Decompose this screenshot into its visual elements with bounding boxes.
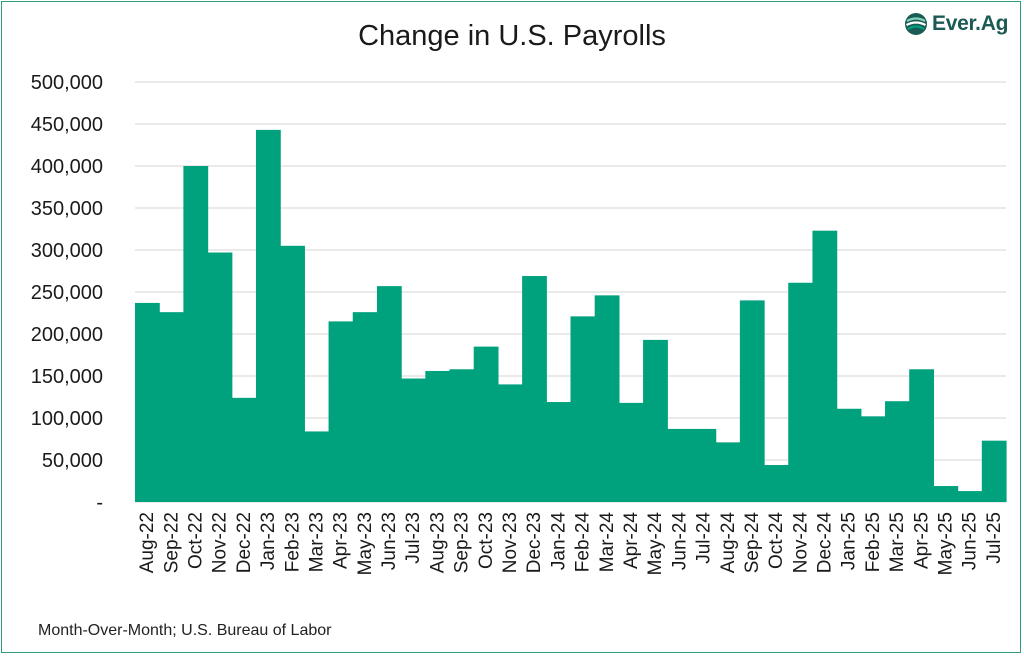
bar-nov-23 <box>497 384 523 502</box>
bar-dec-22 <box>231 397 257 502</box>
bar-jan-23 <box>255 129 281 502</box>
bar-jun-25 <box>957 491 983 502</box>
x-tick-label: Nov-23 <box>500 512 521 573</box>
bar-oct-22 <box>183 166 209 502</box>
x-tick-label: Sep-22 <box>161 512 182 573</box>
y-tick-label: 500,000 <box>31 72 103 94</box>
x-tick-label: Jul-24 <box>694 512 715 564</box>
x-tick-label: Aug-22 <box>137 512 158 573</box>
x-tick-label: Nov-22 <box>210 512 231 573</box>
bar-mar-24 <box>594 295 620 502</box>
y-tick-label: 300,000 <box>31 240 103 262</box>
x-tick-label: Mar-25 <box>887 512 908 572</box>
bar-dec-24 <box>812 230 838 502</box>
x-tick-label: Jan-23 <box>258 512 279 570</box>
y-tick-label: 200,000 <box>31 324 103 346</box>
y-tick-label: 250,000 <box>31 282 103 304</box>
bar-jul-23 <box>401 378 426 502</box>
footnote: Month-Over-Month; U.S. Bureau of Labor <box>38 622 332 639</box>
x-tick-label: Oct-23 <box>476 512 497 569</box>
x-tick-label: Dec-24 <box>815 512 836 574</box>
y-tick-label: 450,000 <box>31 114 103 136</box>
x-tick-label: Apr-24 <box>621 512 642 569</box>
x-tick-label: Jan-24 <box>548 512 569 571</box>
bar-jul-25 <box>981 440 1007 502</box>
x-tick-label: Jun-25 <box>960 512 981 570</box>
bar-jan-25 <box>836 408 862 502</box>
x-tick-label: Oct-24 <box>766 512 787 569</box>
x-tick-label: Jun-24 <box>669 512 690 571</box>
x-tick-label: Oct-22 <box>185 512 206 569</box>
bar-feb-24 <box>570 316 596 502</box>
x-tick-label: Jul-23 <box>403 512 424 564</box>
x-tick-label: Mar-23 <box>306 512 327 572</box>
bar-aug-23 <box>425 370 451 502</box>
bar-jan-24 <box>546 402 572 502</box>
y-tick-label: 100,000 <box>31 408 103 430</box>
x-axis: Aug-22 Sep-22 Oct-22 Nov-22 Dec-22 Jan-23 Feb-… <box>137 512 1005 576</box>
bars <box>135 129 1007 503</box>
x-tick-label: Mar-24 <box>597 512 618 573</box>
y-tick-label: 150,000 <box>31 366 103 388</box>
bar-jun-23 <box>376 286 402 502</box>
y-tick-label: 50,000 <box>42 450 103 472</box>
x-tick-label: Apr-25 <box>911 512 932 569</box>
x-tick-label: May-23 <box>355 512 376 575</box>
bar-aug-22 <box>135 302 160 502</box>
bar-feb-25 <box>860 416 886 502</box>
bar-sep-22 <box>159 312 184 502</box>
bar-may-25 <box>933 486 959 502</box>
bar-apr-24 <box>618 402 644 502</box>
globe-logo-icon <box>905 13 927 35</box>
x-tick-label: Jul-25 <box>984 512 1005 564</box>
bar-oct-24 <box>764 465 789 502</box>
bar-oct-23 <box>473 346 499 502</box>
x-tick-label: Apr-23 <box>331 512 352 569</box>
ever-ag-logo: Ever.Ag <box>904 12 1008 36</box>
x-tick-label: Jan-25 <box>839 512 860 570</box>
bar-may-24 <box>643 339 668 502</box>
y-axis: - 50,000 100,000 150,000 200,000 250,000 300,0… <box>31 72 103 514</box>
bar-mar-23 <box>304 431 330 502</box>
x-tick-label: Aug-23 <box>427 512 448 573</box>
x-tick-label: Sep-23 <box>452 512 473 573</box>
x-tick-label: Jun-23 <box>379 512 400 570</box>
x-tick-label: Aug-24 <box>718 512 739 574</box>
y-tick-label: - <box>96 492 103 514</box>
bar-mar-25 <box>885 401 910 502</box>
x-tick-label: Feb-25 <box>863 512 884 572</box>
bar-dec-23 <box>522 276 547 502</box>
bar-feb-23 <box>280 245 305 503</box>
bar-nov-22 <box>207 252 233 502</box>
x-tick-label: Dec-23 <box>524 512 545 573</box>
x-tick-label: Sep-24 <box>742 512 763 574</box>
x-tick-label: May-25 <box>936 512 957 575</box>
bar-jun-24 <box>667 428 693 502</box>
bar-aug-24 <box>715 442 741 502</box>
chart-title: Change in U.S. Payrolls <box>358 20 666 52</box>
x-tick-label: May-24 <box>645 512 666 576</box>
bar-sep-24 <box>739 300 765 502</box>
x-tick-label: Feb-24 <box>573 512 594 573</box>
bar-may-23 <box>352 312 378 502</box>
x-tick-label: Nov-24 <box>790 512 811 574</box>
bar-jul-24 <box>691 428 717 502</box>
y-tick-label: 350,000 <box>31 198 103 220</box>
x-tick-label: Dec-22 <box>234 512 255 573</box>
bar-apr-25 <box>909 369 935 502</box>
x-tick-label: Feb-23 <box>282 512 303 572</box>
bar-apr-23 <box>328 321 354 502</box>
bar-sep-23 <box>449 369 475 502</box>
y-tick-label: 400,000 <box>31 156 103 178</box>
bar-nov-24 <box>788 282 814 502</box>
logo-text: Ever.Ag <box>932 12 1009 35</box>
